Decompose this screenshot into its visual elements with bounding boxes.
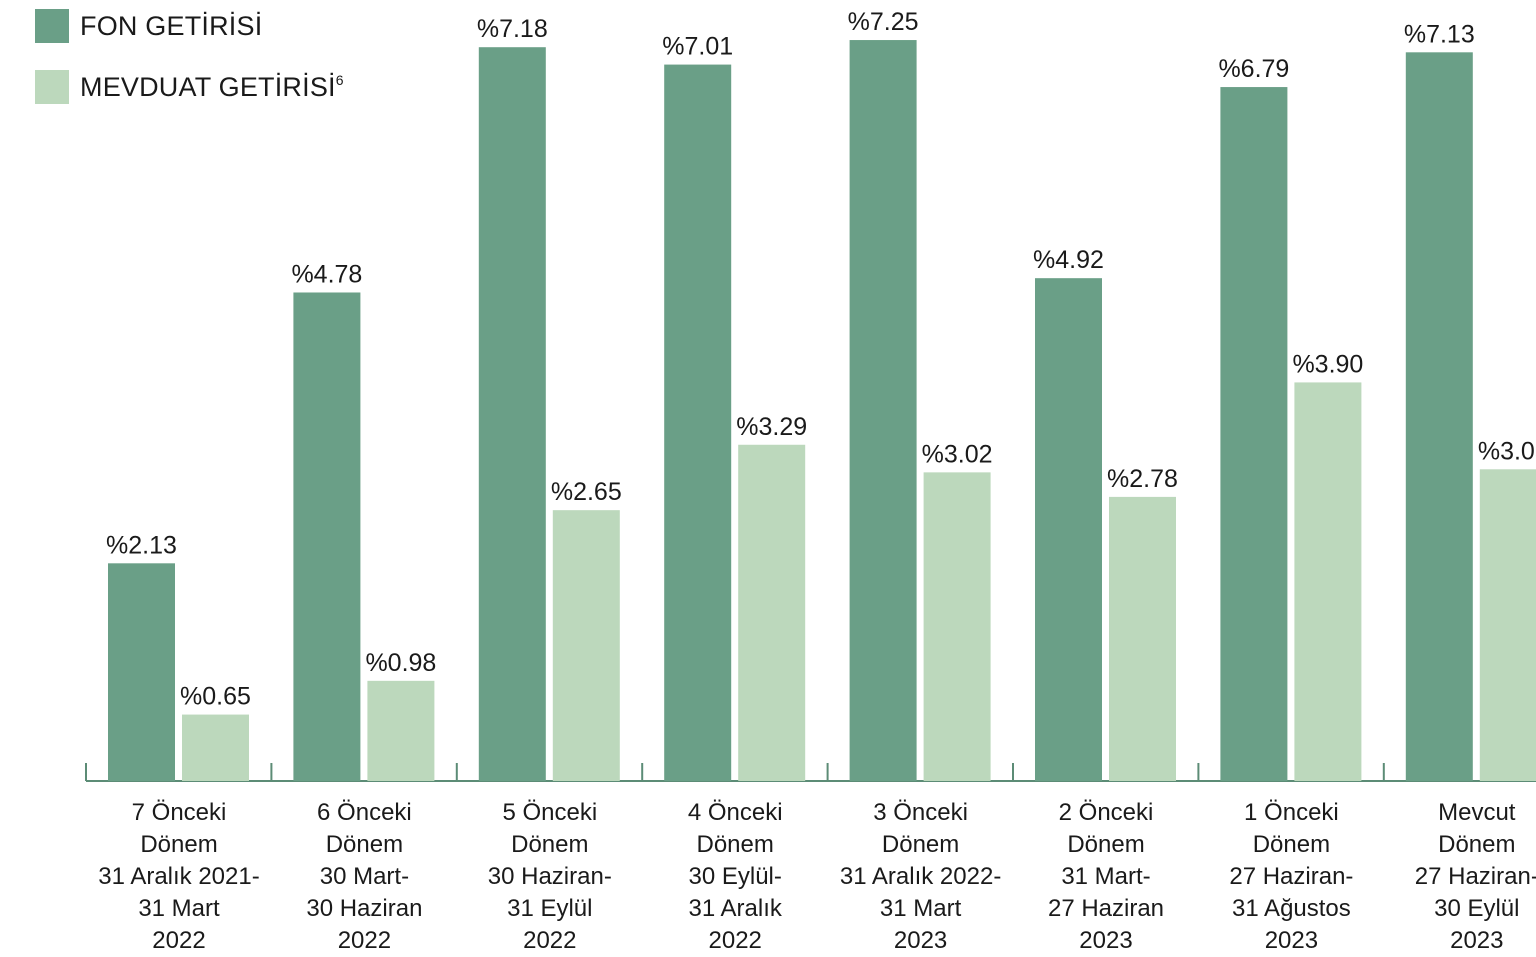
- legend-label-fon: FON GETİRİSİ: [80, 11, 262, 42]
- category-label-6-line-4: 27 Haziran: [1048, 895, 1164, 922]
- category-label-7-line-2: Dönem: [1253, 831, 1330, 858]
- category-label-3-line-3: 30 Haziran-: [488, 863, 612, 890]
- category-label-5-line-4: 31 Mart: [880, 895, 962, 922]
- bar-fon-5: [849, 40, 917, 782]
- category-label-6-line-1: 2 Önceki: [1059, 799, 1154, 826]
- data-label-mevduat-4: %3.29: [736, 413, 807, 441]
- data-label-mevduat-3: %2.65: [551, 478, 622, 506]
- category-label-1-line-2: Dönem: [140, 831, 217, 858]
- category-label-7-line-5: 2023: [1265, 927, 1318, 954]
- data-label-fon-4: %7.01: [662, 33, 733, 61]
- category-label-2-line-1: 6 Önceki: [317, 799, 412, 826]
- category-label-4-line-3: 30 Eylül-: [689, 863, 782, 890]
- category-label-2-line-5: 2022: [338, 927, 391, 954]
- category-label-4-line-4: 31 Aralık: [689, 895, 783, 922]
- data-label-mevduat-7: %3.90: [1292, 350, 1363, 378]
- category-label-2-line-3: 30 Mart-: [320, 863, 409, 890]
- data-label-fon-6: %4.92: [1033, 246, 1104, 274]
- legend-item-fon: FON GETİRİSİ: [35, 9, 344, 43]
- bar-fon-2: [293, 292, 361, 781]
- bar-fon-6: [1035, 278, 1102, 781]
- legend-label-mevduat-text: MEVDUAT GETİRİSİ: [80, 71, 336, 102]
- legend-label-mevduat: MEVDUAT GETİRİSİ6: [80, 72, 344, 103]
- category-label-8-line-4: 30 Eylül: [1434, 895, 1519, 922]
- bar-mevduat-4: [738, 444, 806, 781]
- bar-mevduat-3: [552, 510, 620, 781]
- legend-swatch-fon: [35, 9, 69, 43]
- data-label-fon-7: %6.79: [1218, 55, 1289, 83]
- data-label-fon-8: %7.13: [1404, 20, 1475, 48]
- legend-label-fon-text: FON GETİRİSİ: [80, 10, 263, 41]
- category-label-5-line-1: 3 Önceki: [873, 799, 968, 826]
- bar-mevduat-8: [1479, 469, 1536, 781]
- data-label-fon-5: %7.25: [848, 8, 919, 36]
- category-label-5-line-3: 31 Aralık 2022-: [840, 863, 1001, 890]
- data-label-mevduat-8: %3.05: [1478, 437, 1536, 465]
- category-label-4-line-2: Dönem: [697, 831, 774, 858]
- category-label-3-line-1: 5 Önceki: [502, 799, 597, 826]
- category-label-1-line-3: 31 Aralık 2021-: [98, 863, 259, 890]
- category-label-4-line-5: 2022: [709, 927, 762, 954]
- category-label-1-line-5: 2022: [152, 927, 205, 954]
- bar-mevduat-6: [1109, 496, 1176, 781]
- category-label-2-line-2: Dönem: [326, 831, 403, 858]
- category-label-6-line-3: 31 Mart-: [1061, 863, 1150, 890]
- category-label-6-line-5: 2023: [1079, 927, 1132, 954]
- category-label-8-line-5: 2023: [1450, 927, 1503, 954]
- legend: FON GETİRİSİ MEVDUAT GETİRİSİ6: [35, 9, 344, 131]
- legend-footnote-mevduat: 6: [335, 71, 344, 88]
- category-label-3-line-5: 2022: [523, 927, 576, 954]
- category-label-7-line-1: 1 Önceki: [1244, 799, 1339, 826]
- data-label-fon-3: %7.18: [477, 15, 548, 43]
- bar-mevduat-7: [1294, 382, 1362, 781]
- category-label-8-line-2: Dönem: [1438, 831, 1515, 858]
- data-label-mevduat-6: %2.78: [1107, 465, 1178, 493]
- bar-mevduat-1: [182, 714, 249, 781]
- bar-fon-4: [664, 64, 732, 781]
- data-label-mevduat-1: %0.65: [180, 683, 251, 711]
- data-label-mevduat-5: %3.02: [922, 440, 993, 468]
- category-label-7-line-3: 27 Haziran-: [1229, 863, 1353, 890]
- category-label-5-line-5: 2023: [894, 927, 947, 954]
- category-label-1-line-4: 31 Mart: [138, 895, 220, 922]
- category-label-8-line-3: 27 Haziran-: [1415, 863, 1536, 890]
- category-label-3-line-4: 31 Eylül: [507, 895, 592, 922]
- bar-fon-7: [1220, 87, 1288, 781]
- category-label-8-line-1: Mevcut: [1438, 799, 1516, 826]
- category-label-4-line-1: 4 Önceki: [688, 799, 783, 826]
- bar-mevduat-2: [367, 680, 435, 781]
- category-label-5-line-2: Dönem: [882, 831, 959, 858]
- category-label-2-line-4: 30 Haziran: [306, 895, 422, 922]
- category-label-3-line-2: Dönem: [511, 831, 588, 858]
- bar-mevduat-5: [923, 472, 991, 781]
- bar-fon-3: [478, 47, 546, 782]
- bar-fon-8: [1405, 52, 1473, 781]
- data-label-fon-2: %4.78: [291, 260, 362, 288]
- data-label-fon-1: %2.13: [106, 531, 177, 559]
- category-label-6-line-2: Dönem: [1067, 831, 1144, 858]
- category-label-1-line-1: 7 Önceki: [132, 799, 227, 826]
- legend-item-mevduat: MEVDUAT GETİRİSİ6: [35, 70, 344, 104]
- data-label-mevduat-2: %0.98: [365, 649, 436, 677]
- category-label-7-line-4: 31 Ağustos: [1232, 895, 1351, 922]
- legend-swatch-mevduat: [35, 70, 69, 104]
- bar-fon-1: [108, 563, 175, 781]
